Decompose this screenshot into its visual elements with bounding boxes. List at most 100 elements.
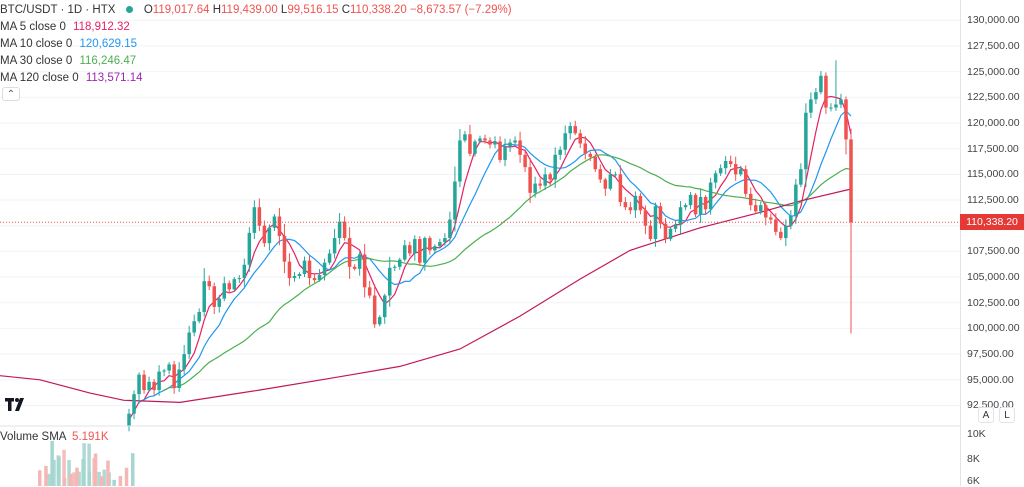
candle-body [623,202,628,208]
candle-body [202,281,206,312]
candle-body [688,194,693,206]
candle-body [317,275,322,281]
volume-bar [87,471,92,486]
candle-body [152,381,156,391]
indicator-ma120[interactable]: MA 120 close 0 113,571.14 [0,70,516,87]
candle-body [408,245,412,254]
price-tick-label: 120,000.00 [967,116,1020,129]
volume-bar [75,467,79,486]
volume-bar [112,479,116,486]
candle-body [658,206,663,224]
tradingview-logo-icon[interactable] [4,393,30,417]
candle-body [433,246,437,251]
candle-body [608,174,613,189]
candle-body [443,238,447,243]
candle-body [648,225,653,240]
price-tick-label: 125,000.00 [967,65,1020,78]
collapse-legend-button[interactable]: ⌃ [2,87,20,101]
candle-body [282,235,287,262]
candle-body [824,75,828,108]
candle-body [428,238,432,251]
candle-body [137,374,141,395]
indicator-ma10[interactable]: MA 10 close 0 120,629.15 [0,36,516,53]
candle-body [327,253,332,263]
candle-body [458,140,462,182]
volume-bar [93,453,98,486]
candle-body [222,283,227,299]
symbol-row: BTC/USDT · 1D · HTX O119,017.64 H119,439… [0,2,516,19]
candle-body [764,205,768,218]
candle-body [257,207,262,226]
candle-body [678,207,683,225]
candle-body [743,169,748,194]
candle-body [242,264,247,279]
candle-body [698,196,703,215]
price-tick-label: 115,000.00 [967,168,1019,181]
open-value: 119,017.64 [152,4,210,16]
chart-gridlines [0,19,960,406]
candle-body [347,238,352,267]
candle-body [212,286,217,307]
candle-body [548,174,552,180]
candle-body [814,92,818,100]
close-label: C [341,4,351,16]
candle-body [683,205,688,208]
indicator-ma30[interactable]: MA 30 close 0 116,246.47 [0,53,516,70]
ma30-line [163,154,852,391]
candle-body [758,205,763,212]
candle-body [418,239,422,263]
indicator-ma5[interactable]: MA 5 close 0 118,912.32 [0,19,516,36]
candle-body [804,112,808,170]
candle-body [453,181,457,220]
candle-body [769,217,773,220]
candle-body [809,99,813,113]
candle-body [232,279,237,290]
volume-bar [77,471,81,486]
volume-bar [62,449,66,486]
candle-body [142,374,146,391]
candle-body [132,394,136,414]
candle-body [748,193,753,206]
candle-body [367,287,372,296]
candle-body [473,141,477,154]
auto-scale-button[interactable]: A [978,407,994,423]
candle-body [718,168,723,174]
volume-legend[interactable]: Volume SMA 5.191K [0,431,109,443]
candle-body [157,371,161,391]
candle-body [287,261,292,279]
indicator-value: 116,246.47 [79,55,137,67]
candle-body [834,104,838,108]
symbol-title[interactable]: BTC/USDT · 1D · HTX [0,4,116,16]
price-tick-label: 95,000.00 [967,373,1014,386]
candle-body [583,143,588,154]
candle-body [372,295,377,325]
candle-body [352,266,357,269]
candle-body [488,140,492,145]
candle-body [628,207,633,211]
candle-body [829,107,833,109]
candle-body [538,183,542,186]
candle-body [483,138,487,141]
candle-body [603,179,608,189]
price-chart[interactable] [0,0,960,486]
candle-body [297,273,302,277]
candle-body [468,134,472,154]
candle-body [508,142,512,147]
candle-body [789,215,793,226]
volume-bar [131,453,135,486]
indicator-label: MA 30 close 0 [0,55,73,67]
last-price-badge: 110,338.20 [960,214,1024,231]
candle-body [438,242,442,247]
log-scale-button[interactable]: L [999,407,1015,423]
indicator-value: 120,629.15 [79,38,137,50]
candle-body [237,278,242,280]
chevron-up-icon: ⌃ [6,89,16,100]
candle-body [312,278,317,281]
volume-bar [52,459,56,486]
candle-body [543,174,547,186]
candle-body [673,224,678,229]
candle-body [207,281,211,287]
candle-body [403,245,407,260]
close-value: 110,338.20 [350,4,407,16]
price-tick-label: 97,500.00 [967,348,1014,361]
